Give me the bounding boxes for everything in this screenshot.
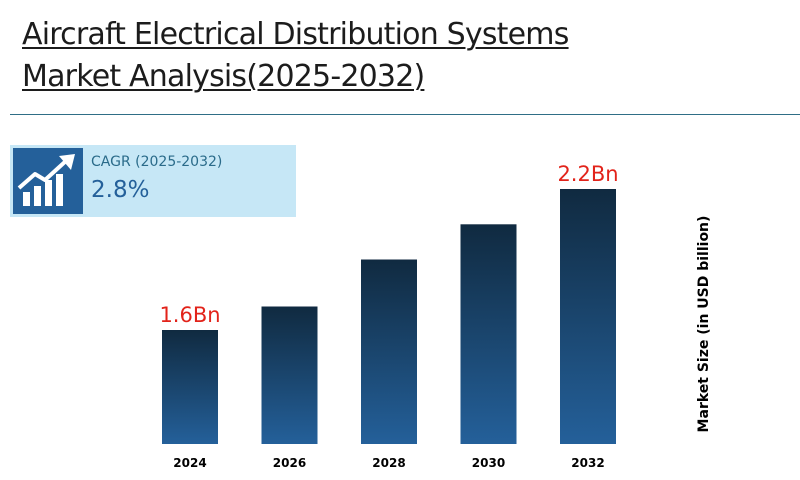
cagr-panel: CAGR (2025-2032) 2.8% [10, 145, 296, 217]
page-title: Aircraft Electrical Distribution Systems… [22, 14, 569, 98]
x-tick-label: 2026 [273, 456, 306, 470]
title-line-2: Market Analysis(2025-2032) [22, 59, 425, 94]
x-tick-label: 2028 [372, 456, 405, 470]
x-tick-label: 2032 [571, 456, 604, 470]
bar-2024 [162, 330, 218, 444]
growth-chart-icon [13, 148, 83, 214]
x-tick-label: 2030 [472, 456, 505, 470]
cagr-value: 2.8% [91, 177, 150, 203]
cagr-label: CAGR (2025-2032) [91, 154, 223, 170]
title-line-1: Aircraft Electrical Distribution Systems [22, 17, 569, 52]
title-divider [10, 114, 800, 115]
bar-2032 [560, 189, 616, 444]
data-label: 1.6Bn [159, 303, 220, 327]
bar-2026 [261, 306, 318, 444]
x-tick-label: 2024 [173, 456, 206, 470]
bar-2030 [460, 224, 517, 444]
y-axis-label: Market Size (in USD billion) [696, 215, 712, 433]
bar-2028 [361, 259, 417, 444]
data-label: 2.2Bn [557, 162, 618, 186]
